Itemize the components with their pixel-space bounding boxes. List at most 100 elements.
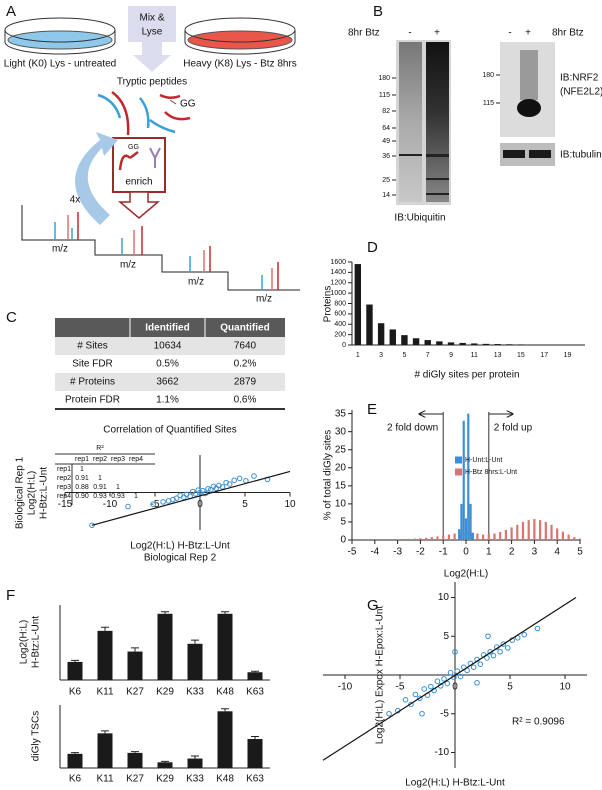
y-tick-label: 1000 xyxy=(330,290,346,297)
spike xyxy=(516,524,519,540)
spike xyxy=(521,521,525,540)
spike xyxy=(550,524,553,540)
table-cell: 0.5% xyxy=(156,359,179,370)
point xyxy=(417,695,423,702)
spectrum-axis-label: m/z xyxy=(120,260,136,271)
point xyxy=(205,485,211,492)
matrix-cell: 1 xyxy=(116,484,120,491)
y-tick-label: 200 xyxy=(334,331,346,338)
spectra-peaks xyxy=(54,212,279,290)
point xyxy=(402,697,409,703)
spike xyxy=(430,537,433,540)
mix-label: Lyse xyxy=(142,27,163,38)
blot-lane xyxy=(399,42,422,202)
y-tick-label: -10 xyxy=(435,747,450,758)
table-cell: 7640 xyxy=(234,341,257,352)
x-tick-label: -10 xyxy=(103,499,118,510)
peptides-label: Tryptic peptides xyxy=(117,77,187,88)
error-bar xyxy=(101,626,109,631)
x-tick-label: 0 xyxy=(452,682,458,693)
x-tick-label: 10 xyxy=(559,682,571,693)
y-tick-label: 600 xyxy=(334,311,346,318)
bar xyxy=(67,753,83,768)
spike xyxy=(425,537,428,540)
table-header xyxy=(55,318,285,337)
error-bar xyxy=(131,647,139,652)
x-tick-label: 5 xyxy=(507,682,513,693)
x-tick-label: K27 xyxy=(126,774,144,785)
x-tick-label: K11 xyxy=(96,774,113,785)
matrix-cell: 0.91 xyxy=(75,475,89,482)
spike xyxy=(470,532,473,540)
panel-label: C xyxy=(6,309,17,326)
error-bar xyxy=(161,760,169,763)
y-tick-label: 1200 xyxy=(330,280,346,287)
blot-label: IB:NRF2 xyxy=(560,73,599,84)
spike xyxy=(493,533,496,540)
y-tick-label: 0 xyxy=(342,342,346,349)
matrix-row: rep1 xyxy=(57,466,71,473)
point xyxy=(419,710,425,717)
x-tick-label: 7 xyxy=(426,352,430,359)
annotation: 2 fold down xyxy=(387,423,438,434)
table-row xyxy=(55,337,285,355)
trendline xyxy=(322,596,577,761)
error-bar xyxy=(251,736,259,740)
mix-box xyxy=(128,6,176,42)
matrix-cell: 0.93 xyxy=(93,493,107,500)
lane-label: - xyxy=(408,28,411,39)
x-axis-label: # diGly sites per protein xyxy=(414,370,519,381)
x-tick-label: -4 xyxy=(370,547,379,558)
marker-label: 180 xyxy=(482,72,494,79)
table-cell: Protein FDR xyxy=(65,395,120,406)
y-tick-label: 10 xyxy=(335,499,347,510)
point xyxy=(485,633,491,640)
marker-label: 25 xyxy=(382,177,390,184)
spike xyxy=(402,538,405,540)
blot-label: IB:tubulin xyxy=(560,150,602,161)
matrix-cell: 0.93 xyxy=(111,493,125,500)
y-tick-label: 1400 xyxy=(330,269,346,276)
spike xyxy=(458,529,461,540)
point xyxy=(251,473,257,479)
x-tick-label: 11 xyxy=(471,352,478,359)
x-tick-label: -5 xyxy=(396,682,405,693)
point xyxy=(160,499,166,505)
point xyxy=(236,475,243,482)
spike xyxy=(556,528,559,540)
marker-label: 82 xyxy=(382,108,390,115)
error-bar xyxy=(191,755,199,759)
y-tick-label: 400 xyxy=(334,321,346,328)
error-bar xyxy=(101,730,109,734)
annotation: R² = 0.9096 xyxy=(512,717,565,728)
treatment-label: 8hr Btz xyxy=(348,28,380,39)
matrix-column: rep3 xyxy=(111,456,125,463)
y-tick-label: 35 xyxy=(335,408,347,419)
marker-label: 115 xyxy=(483,100,494,107)
mix-label: Mix & xyxy=(140,13,165,24)
spike xyxy=(462,420,465,540)
point xyxy=(452,648,458,655)
spike xyxy=(469,503,472,540)
y-tick-label: 20 xyxy=(335,462,347,473)
error-bar xyxy=(161,611,169,614)
point xyxy=(521,631,528,638)
lane-label: + xyxy=(525,28,531,39)
point xyxy=(421,686,428,692)
point xyxy=(447,669,454,676)
spike xyxy=(561,531,564,540)
x-tick-label: 2 xyxy=(509,547,515,558)
cycle-arrow xyxy=(75,132,118,225)
matrix-column: rep1 xyxy=(75,456,89,463)
point xyxy=(500,641,507,647)
spike xyxy=(419,538,422,540)
treatment-label: 8hr Btz xyxy=(552,28,584,39)
lane-label: - xyxy=(508,28,511,39)
bar xyxy=(187,643,203,680)
bar xyxy=(494,344,501,345)
x-axis-label: Biological Rep 2 xyxy=(144,553,217,564)
spike xyxy=(578,538,582,540)
matrix-column: rep2 xyxy=(93,456,107,463)
